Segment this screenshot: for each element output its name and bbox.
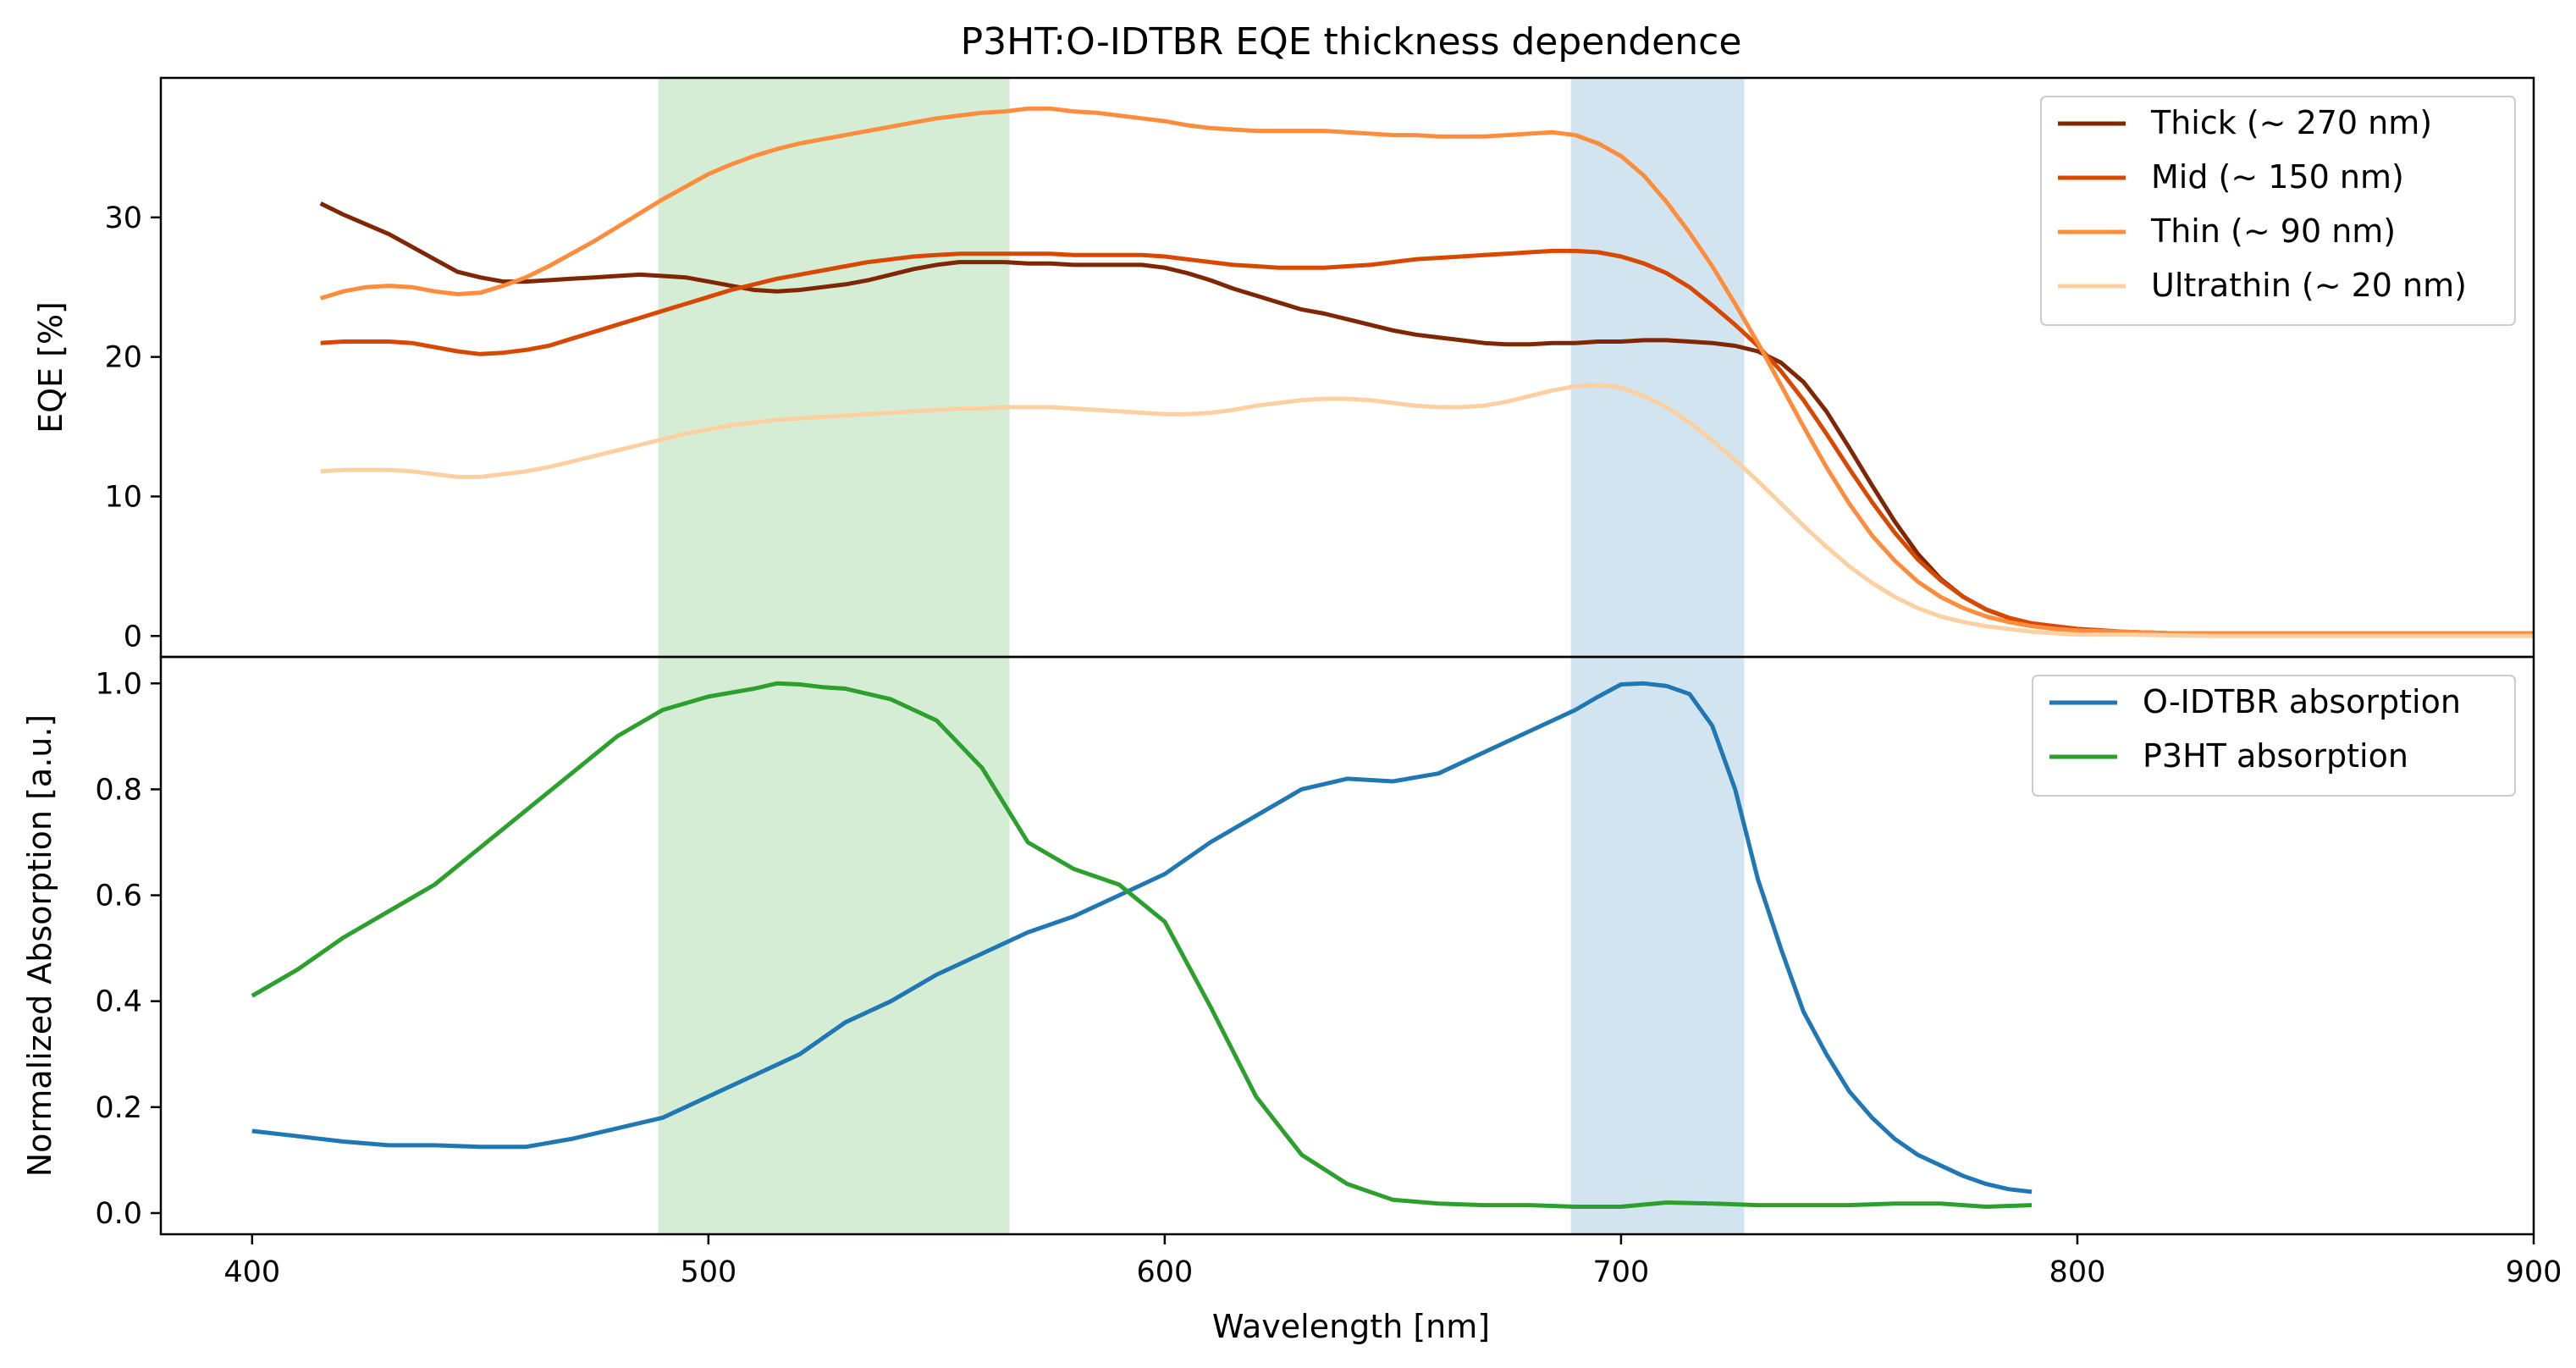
eqe-legend-label-4: Ultrathin (~ 20 nm) — [2151, 267, 2467, 304]
eqe-y-tick-label: 30 — [104, 201, 142, 235]
absorption-legend-label-2: P3HT absorption — [2143, 737, 2408, 775]
absorption-series-line-2 — [251, 681, 2033, 1209]
eqe-y-tick-label: 10 — [104, 480, 142, 514]
eqe-legend: Thick (~ 270 nm) Mid (~ 150 nm) Thin (~ 90… — [2040, 96, 2516, 326]
absorption-y-tick-label: 1.0 — [95, 667, 142, 701]
eqe-y-axis-label: EQE [%] — [32, 301, 69, 433]
eqe-series-line-4 — [320, 383, 2534, 638]
absorption-y-tick-label: 0.0 — [95, 1197, 142, 1231]
absorption-y-tick-label: 0.2 — [95, 1091, 142, 1125]
x-tick-label: 700 — [1593, 1255, 1650, 1289]
eqe-y-tick-label: 0 — [124, 620, 142, 654]
absorption-y-axis-label: Normalized Absorption [a.u.] — [21, 714, 58, 1178]
absorption-legend-label-1: O-IDTBR absorption — [2143, 683, 2461, 720]
eqe-legend-label-3: Thin (~ 90 nm) — [2150, 212, 2396, 250]
eqe-series-line-2 — [320, 248, 2534, 637]
eqe-y-tick-label: 20 — [104, 341, 142, 375]
absorption-y-tick-label: 0.8 — [95, 773, 142, 807]
eqe-legend-box — [2040, 96, 2516, 326]
eqe-series-line-3 — [319, 106, 2534, 636]
x-tick-label: 500 — [680, 1255, 736, 1289]
x-tick-label: 400 — [223, 1255, 280, 1289]
eqe-legend-label-2: Mid (~ 150 nm) — [2151, 158, 2404, 196]
absorption-y-tick-label: 0.4 — [95, 985, 142, 1019]
x-tick-label: 800 — [2049, 1255, 2106, 1289]
absorption-series-line-1 — [251, 681, 2033, 1194]
x-axis-label: Wavelength [nm] — [1212, 1308, 1490, 1345]
x-tick-label: 900 — [2506, 1255, 2562, 1289]
absorption-legend: O-IDTBR absorption P3HT absorption — [2032, 675, 2516, 797]
x-tick-label: 600 — [1136, 1255, 1193, 1289]
absorption-y-tick-label: 0.6 — [95, 880, 142, 913]
absorption-legend-box — [2032, 675, 2516, 797]
eqe-legend-label-1: Thick (~ 270 nm) — [2150, 104, 2432, 141]
chart-title: P3HT:O-IDTBR EQE thickness dependence — [961, 20, 1742, 63]
absorption-plot-frame — [159, 655, 2535, 1236]
